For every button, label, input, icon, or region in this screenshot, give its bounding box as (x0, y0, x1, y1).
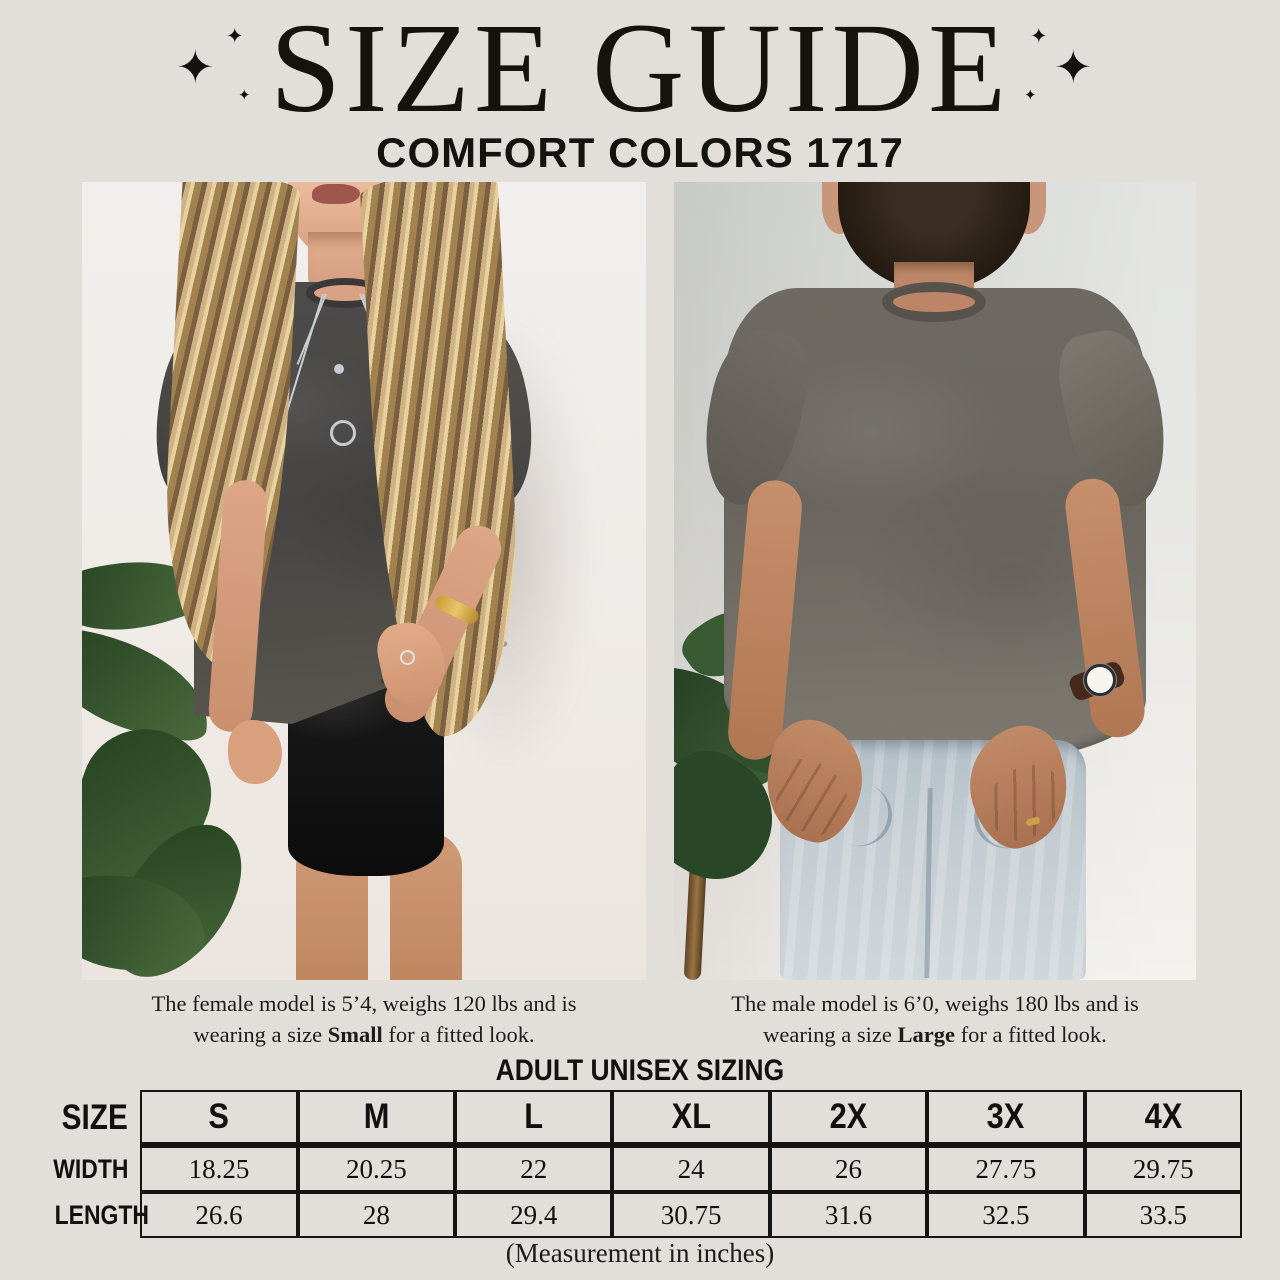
row-label-size: SIZE (62, 1098, 129, 1137)
row-label-width: WIDTH (53, 1153, 129, 1184)
length-cell: 30.75 (612, 1192, 770, 1238)
caption-size-bold: Large (897, 1022, 955, 1048)
female-lips (312, 184, 360, 204)
male-model-photo (674, 182, 1196, 980)
size-chart-table: SIZE S M L XL 2X 3X 4X WIDTH 18.25 20.25… (38, 1090, 1242, 1238)
watch-face (1084, 664, 1116, 696)
female-model-caption: The female model is 5’4, weighs 120 lbs … (82, 988, 646, 1050)
caption-size-bold: Small (327, 1022, 383, 1048)
length-cell: 31.6 (769, 1192, 928, 1238)
col-header-3x: 3X (927, 1090, 1085, 1146)
col-header-xl: XL (612, 1090, 770, 1146)
table-length-row: LENGTH 26.6 28 29.4 30.75 31.6 32.5 33.5 (38, 1192, 1242, 1238)
width-cell: 24 (612, 1146, 770, 1192)
caption-line1: The female model is 5’4, weighs 120 lbs … (151, 991, 577, 1016)
col-header-4x: 4X (1084, 1090, 1242, 1146)
sizing-heading-text: ADULT UNISEX SIZING (495, 1054, 785, 1087)
col-header-l: L (455, 1090, 613, 1146)
length-cell: 28 (297, 1192, 456, 1238)
page-title: SIZE GUIDE (269, 0, 1011, 139)
sparkle-icon: ✦ (1030, 24, 1048, 48)
width-cell: 18.25 (140, 1146, 298, 1192)
width-cell: 26 (769, 1146, 928, 1192)
length-cell: 32.5 (927, 1192, 1085, 1238)
sparkle-icon: ✦ (1024, 86, 1037, 104)
length-cell: 29.4 (455, 1192, 613, 1238)
female-hand (228, 720, 282, 784)
sizing-section-heading: ADULT UNISEX SIZING (0, 1056, 1280, 1086)
sparkle-icon: ✦ (1054, 40, 1093, 94)
caption-line2-pre: wearing a size (763, 1022, 898, 1048)
width-cell: 29.75 (1084, 1146, 1242, 1192)
length-cell: 26.6 (140, 1192, 298, 1238)
width-cell: 27.75 (927, 1146, 1085, 1192)
male-model-caption: The male model is 6’0, weighs 180 lbs an… (674, 988, 1196, 1050)
caption-line2-pre: wearing a size (193, 1022, 328, 1048)
table-header-row: SIZE S M L XL 2X 3X 4X (38, 1090, 1242, 1146)
tshirt-collar (882, 282, 986, 322)
caption-line2-post: for a fitted look. (954, 1022, 1107, 1048)
female-model-photo (82, 182, 646, 980)
table-width-row: WIDTH 18.25 20.25 22 24 26 27.75 29.75 (38, 1146, 1242, 1192)
silver-ring (400, 650, 415, 665)
measurement-note: (Measurement in inches) (505, 1238, 775, 1268)
product-subtitle: COMFORT COLORS 1717 (376, 129, 904, 176)
caption-line1: The male model is 6’0, weighs 180 lbs an… (731, 991, 1139, 1016)
necklace-pendant (330, 420, 356, 446)
width-cell: 22 (455, 1146, 613, 1192)
col-header-s: S (140, 1090, 298, 1146)
sparkle-icon: ✦ (238, 86, 251, 104)
caption-line2-post: for a fitted look. (382, 1022, 535, 1048)
sparkle-icon: ✦ (226, 24, 244, 48)
col-header-m: M (297, 1090, 456, 1146)
col-header-2x: 2X (769, 1090, 928, 1146)
sparkle-icon: ✦ (176, 40, 215, 94)
necklace-pendant (334, 364, 344, 374)
row-label-length: LENGTH (54, 1199, 149, 1230)
length-cell: 33.5 (1084, 1192, 1242, 1238)
width-cell: 20.25 (297, 1146, 456, 1192)
